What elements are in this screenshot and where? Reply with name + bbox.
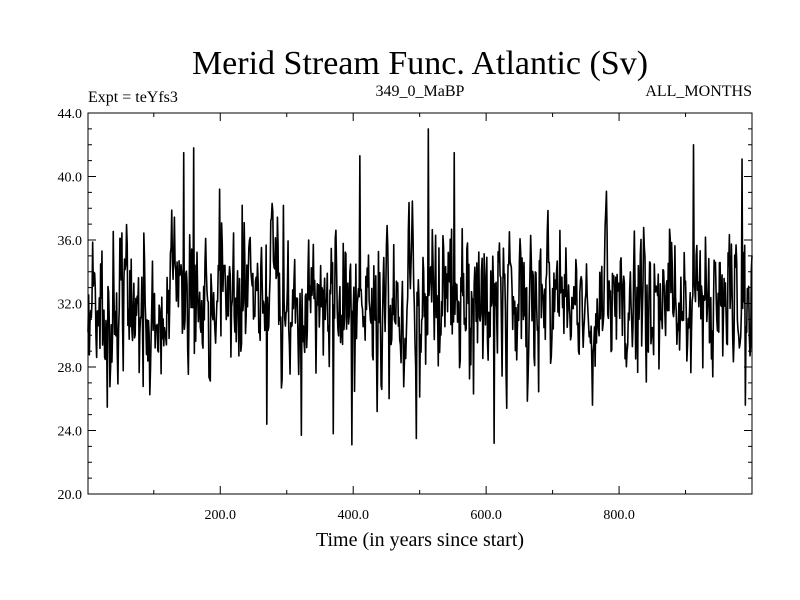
chart-title: Merid Stream Func. Atlantic (Sv): [192, 45, 648, 82]
y-tick-label: 24.0: [58, 425, 83, 440]
x-tick-label: 200.0: [205, 508, 237, 523]
y-tick-label: 36.0: [58, 234, 83, 249]
y-tick-label: 44.0: [58, 107, 83, 122]
plot-frame: [87, 112, 753, 495]
y-tick-label: 40.0: [58, 171, 83, 186]
x-tick-label: 400.0: [337, 508, 369, 523]
y-tick-label: 20.0: [58, 488, 83, 503]
x-axis-label: Time (in years since start): [316, 529, 524, 551]
y-tick-label: 28.0: [58, 361, 83, 376]
months-label: ALL_MONTHS: [645, 83, 752, 100]
run-label: 349_0_MaBP: [376, 83, 465, 100]
experiment-label: Expt = teYfs3: [88, 89, 178, 106]
x-tick-label: 600.0: [470, 508, 502, 523]
x-tick-label: 800.0: [603, 508, 635, 523]
series-layer: [87, 128, 753, 446]
y-tick-label: 32.0: [58, 298, 83, 313]
series-line: [87, 128, 753, 446]
